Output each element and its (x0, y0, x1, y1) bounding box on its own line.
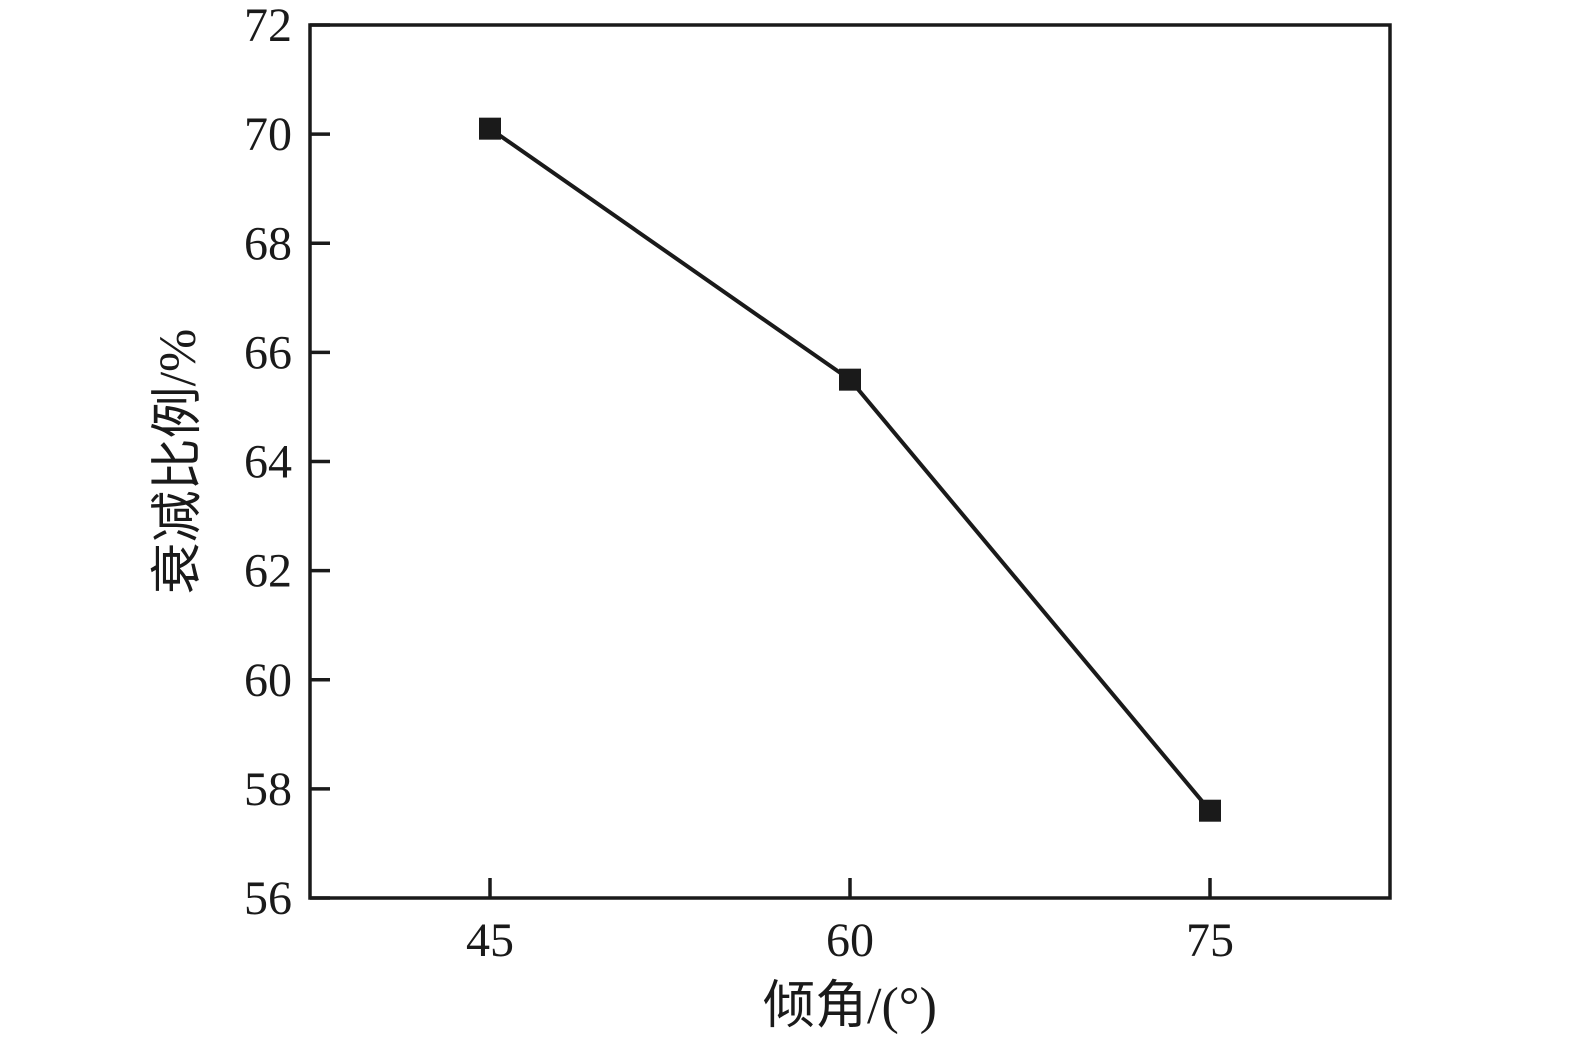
y-tick-label: 70 (244, 108, 292, 161)
data-point-marker (1199, 799, 1221, 822)
data-point-marker (839, 368, 861, 391)
plot-border (308, 23, 1392, 900)
y-tick-label: 66 (244, 326, 292, 379)
x-tick-label: 75 (1186, 914, 1234, 967)
y-tick-label: 58 (244, 763, 292, 816)
y-tick-label: 64 (244, 436, 292, 489)
data-line (488, 126, 1212, 813)
data-point-marker (479, 117, 501, 140)
x-axis-title: 倾角/(°) (763, 978, 937, 1035)
y-tick-label: 72 (244, 0, 292, 52)
y-tick-label: 62 (244, 545, 292, 598)
y-tick-label: 60 (244, 654, 292, 707)
x-tick-label: 45 (466, 914, 514, 967)
y-axis-title: 衰减比例/% (150, 329, 207, 595)
x-tick-label: 60 (826, 914, 874, 967)
y-tick-label: 56 (244, 872, 292, 925)
y-tick-label: 68 (244, 217, 292, 270)
